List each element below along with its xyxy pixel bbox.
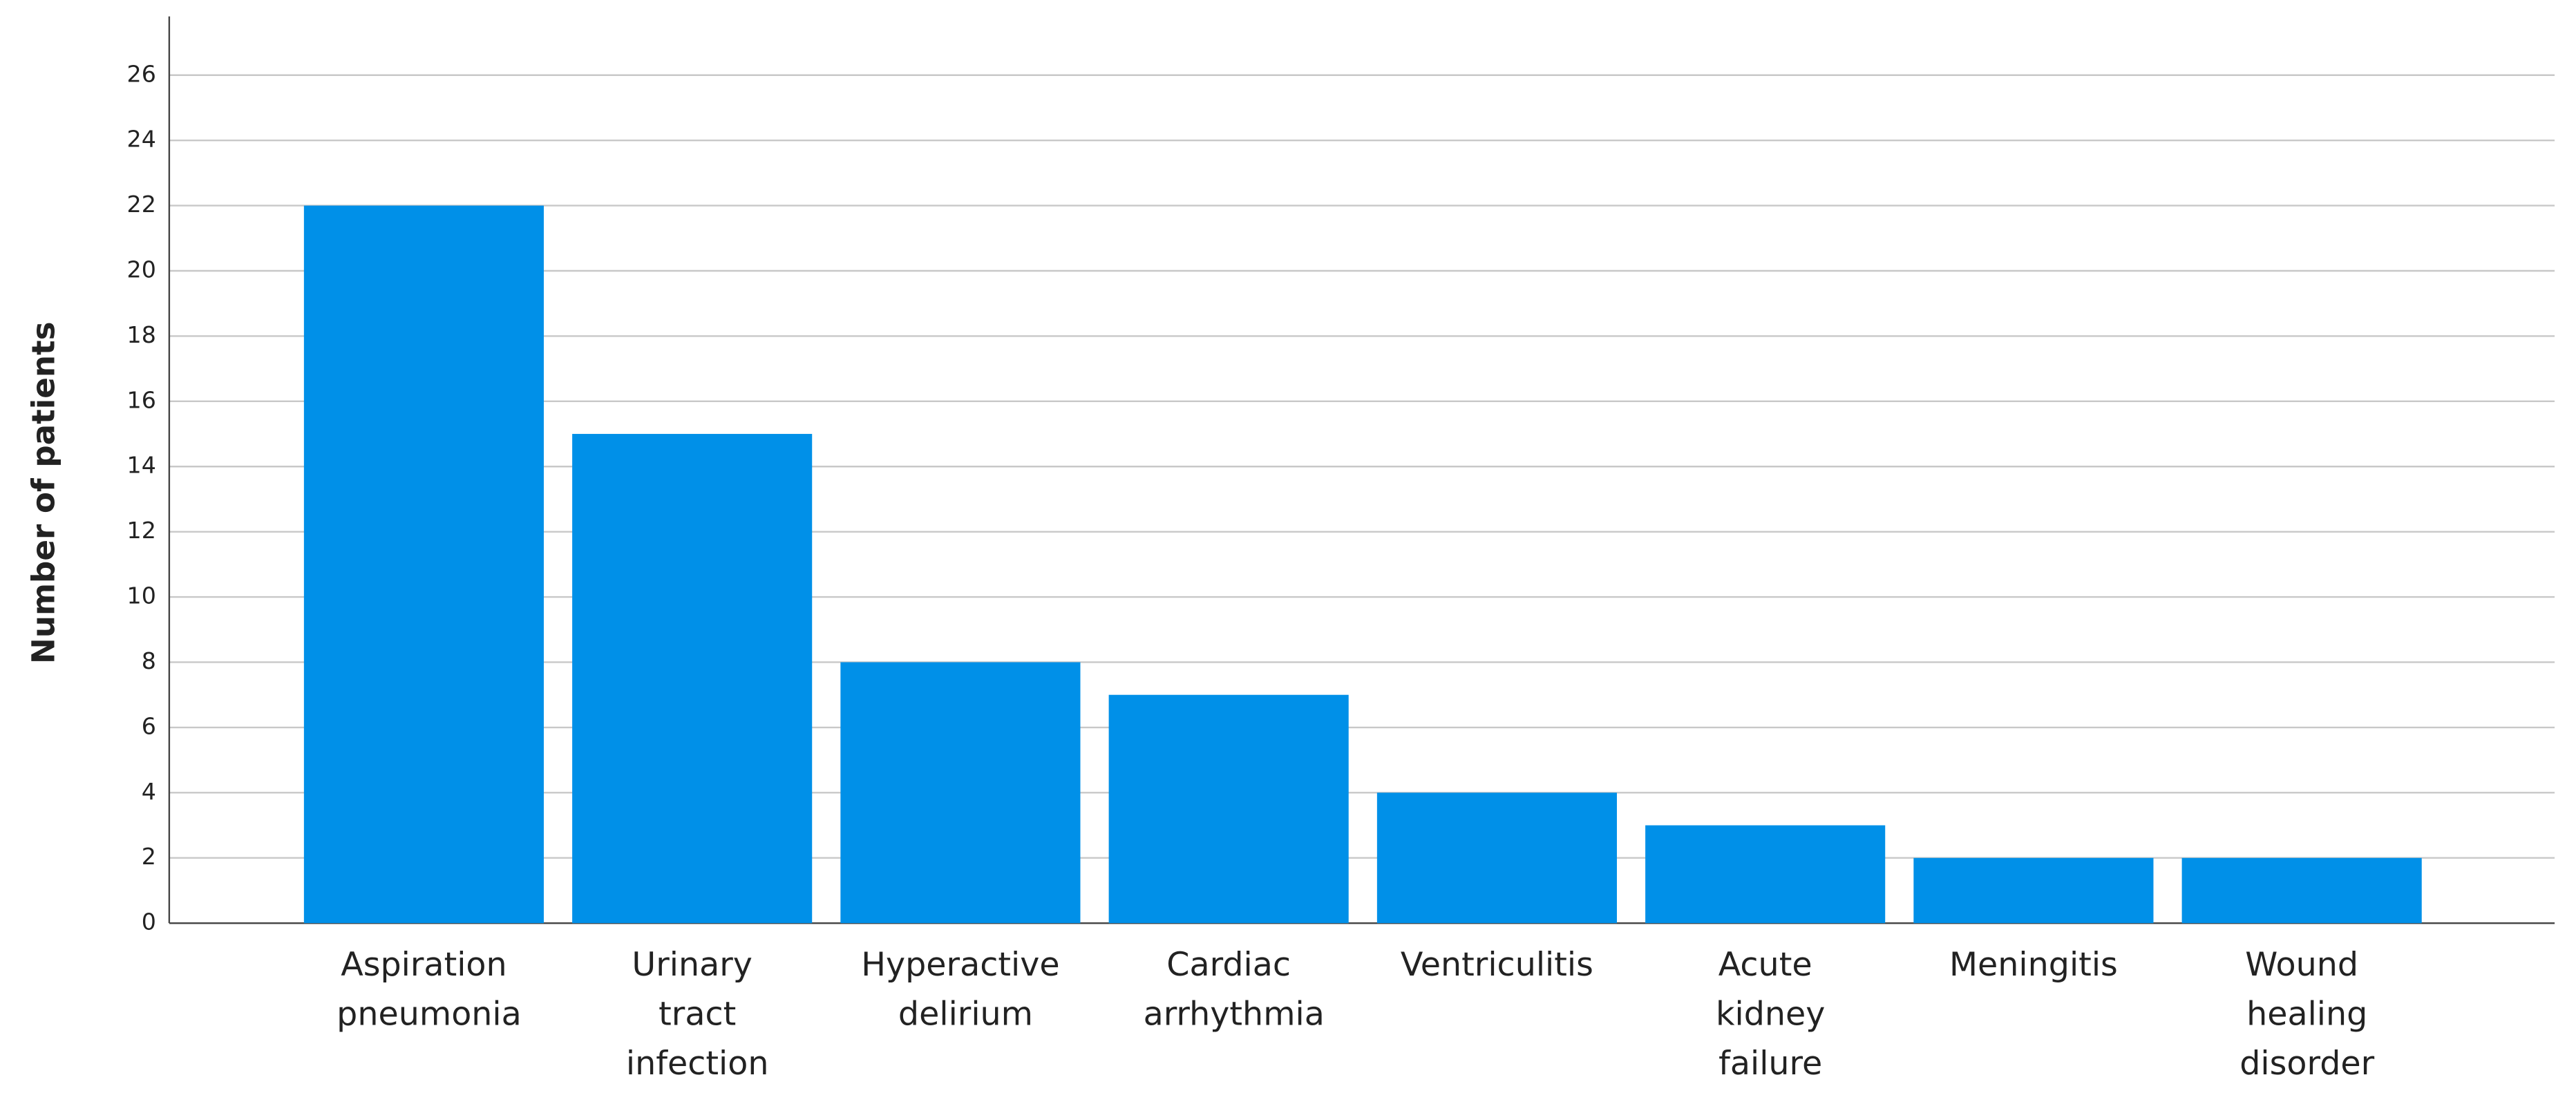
x-tick-label: Aspiration pneumonia: [326, 946, 522, 1033]
y-tick-label: 20: [127, 256, 156, 283]
x-tick-label: Cardiac arrhythmia: [1133, 946, 1324, 1033]
y-tick-label: 24: [127, 126, 156, 153]
x-tick-label: Meningitis: [1949, 946, 2118, 984]
y-tick-label: 22: [127, 191, 156, 218]
bar: [1645, 825, 1886, 924]
bar: [840, 662, 1081, 924]
y-axis-title: Number of patients: [26, 322, 62, 664]
y-tick-label: 16: [127, 386, 156, 413]
y-tick-label: 10: [127, 582, 156, 609]
x-tick-label: Wound healing disorder: [2229, 946, 2375, 1083]
x-tick-label: Acute kidney failure: [1705, 946, 1826, 1083]
x-tick-label: Urinary tract infection: [616, 946, 769, 1083]
y-tick-label: 18: [127, 321, 156, 348]
y-tick-label: 0: [142, 909, 156, 935]
y-tick-label: 8: [142, 647, 156, 674]
x-tick-label: Ventriculitis: [1401, 946, 1593, 984]
bar: [1376, 792, 1617, 924]
y-tick-label: 2: [142, 843, 156, 870]
y-tick-label: 4: [142, 778, 156, 805]
bar: [1913, 857, 2154, 924]
bar: [1108, 694, 1349, 924]
y-tick-label: 26: [127, 60, 156, 87]
y-tick-label: 12: [127, 517, 156, 544]
y-tick-label: 14: [127, 452, 156, 479]
bar: [572, 434, 813, 924]
y-tick-label: 6: [142, 712, 156, 739]
bar: [2181, 857, 2422, 924]
x-tick-label: Hyperactive delirium: [861, 946, 1059, 1033]
bar: [303, 205, 544, 924]
